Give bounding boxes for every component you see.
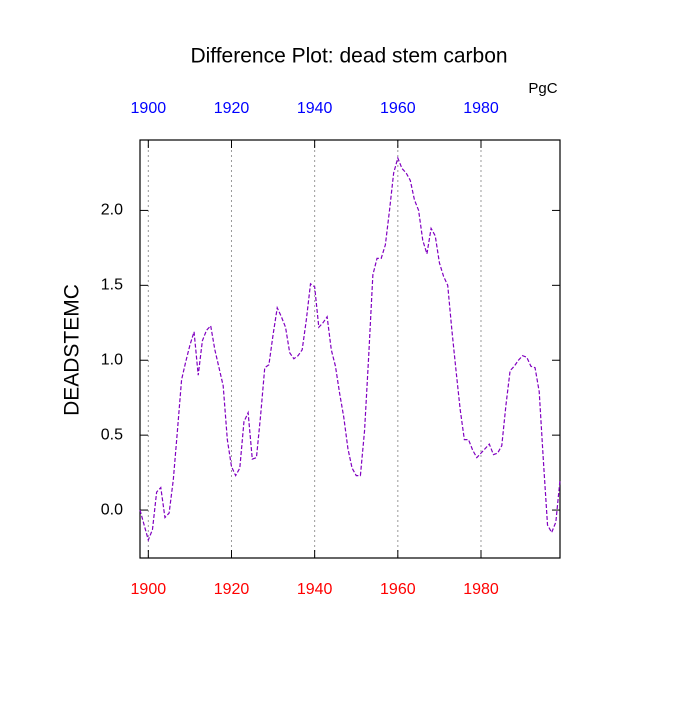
chart-title: Difference Plot: dead stem carbon bbox=[190, 45, 507, 68]
y-tick-label: 2.0 bbox=[101, 202, 123, 219]
x-tick-label: 1980 bbox=[463, 581, 499, 598]
x2-tick-label: 1980 bbox=[463, 100, 499, 117]
x-tick-label: 1940 bbox=[297, 581, 333, 598]
x2-tick-label: 1920 bbox=[214, 100, 250, 117]
y-tick-label: 0.5 bbox=[101, 426, 123, 443]
plot-frame bbox=[139, 139, 561, 559]
y-tick-label: 1.0 bbox=[101, 351, 123, 368]
x2-tick-label: 1940 bbox=[297, 100, 333, 117]
x-tick-label: 1900 bbox=[131, 581, 167, 598]
units-label: PgC bbox=[528, 80, 557, 97]
y-axis-label: DEADSTEMC bbox=[61, 284, 84, 416]
x2-tick-label: 1900 bbox=[131, 100, 167, 117]
data-line bbox=[139, 156, 561, 542]
x2-tick-label: 1960 bbox=[380, 100, 416, 117]
x-tick-label: 1920 bbox=[214, 581, 250, 598]
y-tick-label: 0.0 bbox=[101, 501, 123, 518]
x-tick-label: 1960 bbox=[380, 581, 416, 598]
y-tick-label: 1.5 bbox=[101, 277, 123, 294]
